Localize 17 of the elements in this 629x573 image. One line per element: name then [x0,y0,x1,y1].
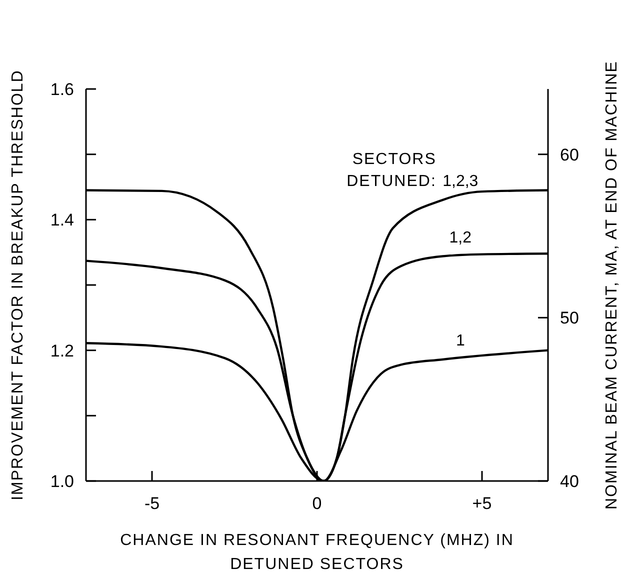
annotation: SECTORS DETUNED: [346,151,436,190]
y-tick-label: 1.6 [50,80,74,100]
y-tick-label: 1.0 [50,472,74,492]
series-label: 1,2,3 [442,173,478,190]
y2-tick-label: 40 [560,472,579,492]
y-tick-label: 1.4 [50,210,74,230]
series-label: 1,2 [449,229,472,246]
x-tick-label: +5 [472,494,492,514]
y2-axis-title: NOMINAL BEAM CURRENT, MA, AT END OF MACHINE [604,60,620,510]
y-axis-title: IMPROVEMENT FACTOR IN BREAKUP THRESHOLD [10,70,26,500]
x-axis-title: CHANGE IN RESONANT FREQUENCY (MHZ) IN DETUNED SECTORS [120,532,514,573]
y2-tick-label: 60 [560,145,579,164]
series-label: 1 [456,332,465,350]
x-tick-label: 0 [312,494,322,514]
y2-tick-label: 50 [560,308,579,328]
y-tick-label: 1.2 [50,341,74,360]
x-tick-label: -5 [144,494,160,514]
